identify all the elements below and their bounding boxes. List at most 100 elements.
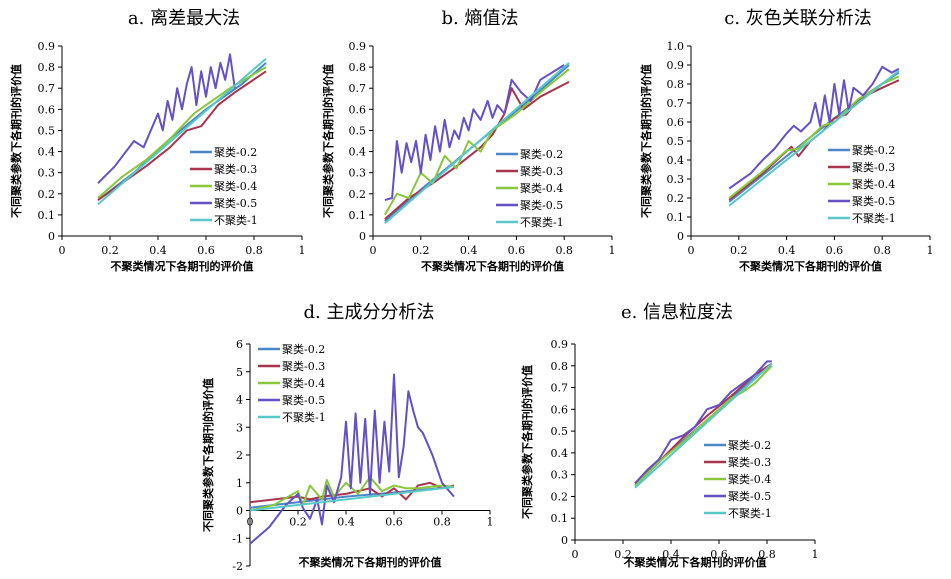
- y-tick-label: 0.4: [551, 447, 569, 460]
- y-tick-label: 0.9: [551, 338, 569, 351]
- chart-title: c. 灰色关联分析法: [724, 8, 872, 29]
- x-tick-label: 0.2: [730, 244, 748, 257]
- series-line-3: [728, 75, 900, 199]
- x-tick-label: 0.4: [337, 516, 355, 529]
- series-line-4: [634, 360, 772, 485]
- legend-label: 聚类-0.3: [520, 164, 563, 178]
- y-tick-label: 0.5: [667, 135, 685, 148]
- x-tick-label: 0.4: [778, 244, 796, 257]
- y-tick-label: 4: [236, 394, 243, 407]
- y-axis-label: 不同聚类参数下各期刊的评价值: [201, 378, 215, 532]
- legend-label: 聚类-0.5: [214, 196, 257, 210]
- y-tick-label: 0: [359, 230, 366, 243]
- x-tick-label: 0.8: [758, 548, 776, 561]
- x-tick-label: 0.6: [826, 244, 844, 257]
- series-line-5: [249, 485, 455, 512]
- x-tick-label: 0: [572, 548, 579, 561]
- chart-panel-4: d. 主成分分析法 -2 -1 0 1 2 3 4 5 6 0 0.2 0.4 0.6 0.8 1 不聚类情况下…: [201, 302, 494, 573]
- legend-label: 不聚类-1: [520, 215, 564, 229]
- series-line-3: [384, 68, 570, 216]
- legend-label: 不聚类-1: [852, 211, 896, 225]
- series-line-4: [728, 65, 900, 190]
- x-axis-label: 不聚类情况下各期刊的评价值: [421, 259, 564, 273]
- x-tick-label: 0.4: [149, 244, 167, 257]
- legend-label: 聚类-0.4: [282, 376, 325, 390]
- y-tick-label: 6: [236, 338, 243, 351]
- x-tick-label: 1: [927, 244, 934, 257]
- legend-label: 聚类-0.3: [728, 455, 771, 469]
- y-tick-label: 3: [236, 421, 243, 434]
- x-tick-label: 1: [299, 244, 306, 257]
- y-tick-label: 0.5: [551, 425, 569, 438]
- y-tick-label: 0.1: [551, 512, 569, 525]
- y-tick-label: 0.1: [349, 209, 367, 222]
- y-tick-label: 0.4: [38, 146, 56, 159]
- series-line-4: [97, 53, 236, 184]
- y-axis-label: 不同聚类参数下各期刊的评价值: [639, 64, 653, 218]
- legend-label: 聚类-0.4: [852, 177, 895, 191]
- series-line-5: [728, 69, 900, 207]
- legend-label: 聚类-0.5: [852, 194, 895, 208]
- x-tick-label: 0.8: [245, 244, 263, 257]
- x-tick-label: 0.6: [710, 548, 728, 561]
- y-tick-label: 0.3: [349, 167, 367, 180]
- x-tick-label: 0.6: [508, 244, 526, 257]
- x-tick-label: 0.4: [460, 244, 478, 257]
- y-axis-label: 不同聚类参数下各期刊的评价值: [9, 64, 23, 218]
- y-tick-label: 1.0: [667, 40, 685, 53]
- legend-label: 聚类-0.4: [214, 179, 257, 193]
- y-tick-label: 0.3: [38, 167, 56, 180]
- x-axis-label: 不聚类情况下各期刊的评价值: [299, 555, 442, 569]
- series-line-5: [634, 362, 773, 489]
- y-tick-label: 0.2: [551, 490, 569, 503]
- y-tick-label: 0.7: [349, 82, 367, 95]
- y-axis-label: 不同聚类参数下各期刊的评价值: [321, 64, 335, 218]
- y-tick-label: 0.6: [38, 103, 56, 116]
- x-tick-label: 0.8: [555, 244, 573, 257]
- x-tick-label: 1: [812, 548, 819, 561]
- y-tick-label: 0: [236, 505, 243, 518]
- x-tick-label: 0: [370, 244, 377, 257]
- chart-title: a. 离差最大法: [128, 8, 240, 29]
- x-tick-label: 1: [609, 244, 616, 257]
- x-tick-label: 0.6: [385, 516, 403, 529]
- legend-label: 聚类-0.3: [214, 162, 257, 176]
- legend-label: 不聚类-1: [282, 410, 326, 424]
- x-axis-label: 不聚类情况下各期刊的评价值: [111, 259, 254, 273]
- series-line-3: [97, 66, 267, 199]
- series-line-5: [97, 57, 267, 206]
- legend-label: 聚类-0.2: [282, 342, 325, 356]
- y-tick-label: 0.8: [551, 360, 569, 373]
- y-tick-label: 0.9: [349, 40, 367, 53]
- legend-label: 聚类-0.2: [852, 143, 895, 157]
- y-axis-label: 不同聚类参数下各期刊的评价值: [520, 365, 534, 519]
- x-tick-label: 0: [59, 244, 66, 257]
- x-tick-label: 0.2: [289, 516, 307, 529]
- legend-label: 聚类-0.3: [852, 160, 895, 174]
- y-tick-label: 0.4: [667, 154, 685, 167]
- y-tick-label: 0.4: [349, 146, 367, 159]
- y-tick-label: 1: [236, 477, 243, 490]
- x-axis-label: 不聚类情况下各期刊的评价值: [739, 259, 882, 273]
- x-axis-label: 不聚类情况下各期刊的评价值: [624, 555, 767, 569]
- y-tick-label: 0: [48, 230, 55, 243]
- legend-label: 聚类-0.2: [520, 147, 563, 161]
- x-tick-label: 0.4: [662, 548, 680, 561]
- legend-label: 聚类-0.2: [214, 145, 257, 159]
- y-tick-label: 0.1: [667, 211, 685, 224]
- y-tick-label: 0.8: [667, 78, 685, 91]
- y-tick-label: -2: [232, 560, 243, 573]
- y-tick-label: 0.3: [667, 173, 685, 186]
- x-tick-label: 0: [247, 516, 254, 529]
- y-tick-label: 0.6: [349, 103, 367, 116]
- series-line-3: [634, 365, 773, 487]
- y-tick-label: 0.3: [551, 469, 569, 482]
- legend-label: 聚类-0.3: [282, 359, 325, 373]
- y-tick-label: 0.9: [667, 59, 685, 72]
- y-tick-label: 0.9: [38, 40, 56, 53]
- y-tick-label: 0.5: [38, 124, 56, 137]
- x-tick-label: 1: [487, 516, 494, 529]
- y-tick-label: 0.5: [349, 124, 367, 137]
- x-tick-label: 0: [688, 244, 695, 257]
